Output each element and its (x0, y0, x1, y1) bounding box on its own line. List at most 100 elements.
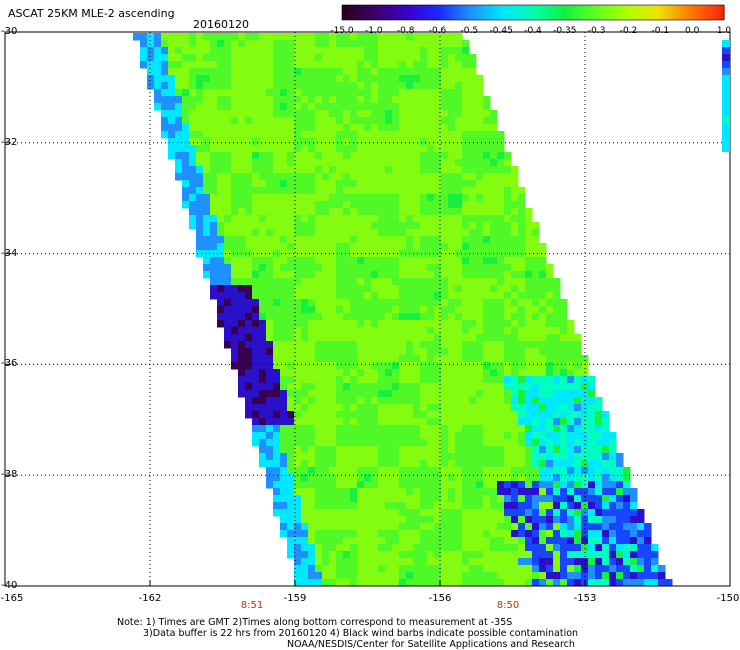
swath-cell (539, 383, 547, 391)
swath-cell (532, 516, 540, 524)
swath-cell (273, 362, 281, 370)
swath-cell (602, 558, 610, 566)
swath-cell (399, 495, 407, 503)
swath-cell (364, 257, 372, 265)
swath-cell (630, 488, 638, 496)
swath-cell (308, 145, 316, 153)
swath-cell (322, 397, 330, 405)
swath-cell (581, 355, 589, 363)
swath-cell (602, 572, 610, 580)
swath-cell (497, 229, 505, 237)
swath-cell (280, 75, 288, 83)
swath-cell (469, 376, 477, 384)
edge-strip-cell (722, 40, 730, 47)
swath-cell (371, 201, 379, 209)
swath-cell (294, 68, 302, 76)
swath-cell (497, 145, 505, 153)
swath-cell (602, 565, 610, 573)
swath-cell (525, 369, 533, 377)
swath-cell (280, 180, 288, 188)
swath-cell (210, 96, 218, 104)
swath-cell (385, 334, 393, 342)
swath-cell (476, 173, 484, 181)
swath-cell (392, 551, 400, 559)
swath-cell (420, 166, 428, 174)
swath-cell (560, 320, 568, 328)
swath-cell (224, 145, 232, 153)
swath-cell (518, 320, 526, 328)
swath-cell (259, 341, 267, 349)
swath-cell (434, 54, 442, 62)
swath-cell (378, 390, 386, 398)
swath-cell (280, 306, 288, 314)
swath-cell (238, 271, 246, 279)
swath-cell (490, 474, 498, 482)
colorbar-segment (620, 5, 626, 20)
swath-cell (504, 236, 512, 244)
swath-cell (350, 89, 358, 97)
swath-cell (420, 117, 428, 125)
swath-cell (427, 173, 435, 181)
swath-cell (448, 131, 456, 139)
swath-cell (217, 145, 225, 153)
swath-cell (455, 362, 463, 370)
swath-cell (630, 544, 638, 552)
swath-cell (329, 166, 337, 174)
swath-cell (357, 159, 365, 167)
swath-cell (378, 110, 386, 118)
colorbar-frame (341, 4, 725, 21)
swath-cell (434, 138, 442, 146)
swath-cell (469, 327, 477, 335)
swath-cell (539, 404, 547, 412)
swath-cell (406, 96, 414, 104)
swath-cell (280, 481, 288, 489)
swath-cell (427, 446, 435, 454)
swath-cell (336, 355, 344, 363)
swath-cell (595, 502, 603, 510)
swath-cell (280, 432, 288, 440)
swath-cell (182, 47, 190, 55)
swath-cell (175, 54, 183, 62)
swath-cell (490, 537, 498, 545)
swath-cell (469, 369, 477, 377)
swath-cell (315, 383, 323, 391)
swath-cell (329, 292, 337, 300)
swath-cell (336, 565, 344, 573)
swath-cell (644, 558, 652, 566)
swath-cell (294, 208, 302, 216)
colorbar-segment (584, 5, 590, 20)
swath-cell (308, 537, 316, 545)
swath-cell (406, 481, 414, 489)
swath-cell (434, 411, 442, 419)
swath-cell (574, 453, 582, 461)
swath-cell (343, 495, 351, 503)
swath-cell (420, 124, 428, 132)
swath-cell (441, 243, 449, 251)
swath-cell (413, 257, 421, 265)
swath-cell (448, 292, 456, 300)
swath-cell (413, 579, 421, 587)
swath-cell (518, 208, 526, 216)
swath-cell (343, 474, 351, 482)
swath-cell (546, 488, 554, 496)
swath-cell (434, 180, 442, 188)
swath-cell (280, 257, 288, 265)
swath-cell (427, 61, 435, 69)
swath-cell (308, 390, 316, 398)
swath-cell (511, 488, 519, 496)
swath-cell (252, 89, 260, 97)
swath-cell (322, 33, 330, 41)
swath-cell (420, 383, 428, 391)
swath-cell (455, 159, 463, 167)
swath-cell (315, 82, 323, 90)
swath-cell (308, 453, 316, 461)
swath-cell (539, 390, 547, 398)
swath-cell (287, 397, 295, 405)
swath-cell (329, 467, 337, 475)
swath-cell (259, 75, 267, 83)
swath-cell (231, 208, 239, 216)
swath-cell (434, 110, 442, 118)
swath-cell (238, 348, 246, 356)
swath-cell (266, 271, 274, 279)
swath-cell (357, 40, 365, 48)
